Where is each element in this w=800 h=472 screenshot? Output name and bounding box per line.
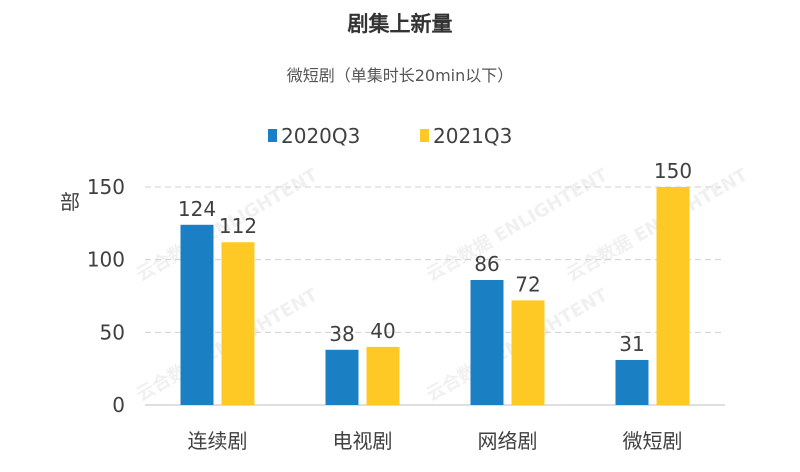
x-tick-label: 微短剧 bbox=[623, 429, 683, 453]
data-label: 31 bbox=[619, 332, 644, 356]
y-tick-label: 150 bbox=[87, 175, 125, 199]
x-tick-label: 网络剧 bbox=[478, 429, 538, 453]
legend-label-2021Q3: 2021Q3 bbox=[433, 124, 512, 148]
bar-2021Q3-电视剧 bbox=[366, 346, 400, 405]
y-tick-label: 100 bbox=[87, 248, 125, 272]
legend-label-2020Q3: 2020Q3 bbox=[281, 124, 360, 148]
chart-title: 剧集上新量 bbox=[347, 12, 453, 36]
data-label: 112 bbox=[219, 214, 257, 238]
data-label: 124 bbox=[178, 197, 216, 221]
bar-2020Q3-网络剧 bbox=[470, 280, 504, 405]
x-tick-label: 电视剧 bbox=[333, 429, 393, 453]
y-tick-label: 50 bbox=[100, 320, 125, 344]
data-label: 38 bbox=[329, 322, 354, 346]
bar-2021Q3-网络剧 bbox=[511, 300, 545, 405]
y-axis-label: 部 bbox=[60, 190, 80, 214]
data-label: 40 bbox=[370, 319, 395, 343]
bar-2020Q3-微短剧 bbox=[615, 359, 649, 405]
x-tick-label: 连续剧 bbox=[188, 429, 248, 453]
legend-swatch-2020Q3 bbox=[268, 129, 277, 142]
data-label: 72 bbox=[515, 272, 540, 296]
data-label: 150 bbox=[654, 159, 692, 183]
y-tick-label: 0 bbox=[112, 393, 125, 417]
bar-2021Q3-微短剧 bbox=[656, 187, 690, 405]
bar-2021Q3-连续剧 bbox=[221, 242, 255, 405]
data-label: 86 bbox=[474, 252, 499, 276]
chart-subtitle: 微短剧（单集时长20min以下） bbox=[286, 66, 514, 85]
legend-swatch-2021Q3 bbox=[420, 129, 429, 142]
bar-2020Q3-连续剧 bbox=[180, 224, 214, 405]
bar-2020Q3-电视剧 bbox=[325, 349, 359, 405]
